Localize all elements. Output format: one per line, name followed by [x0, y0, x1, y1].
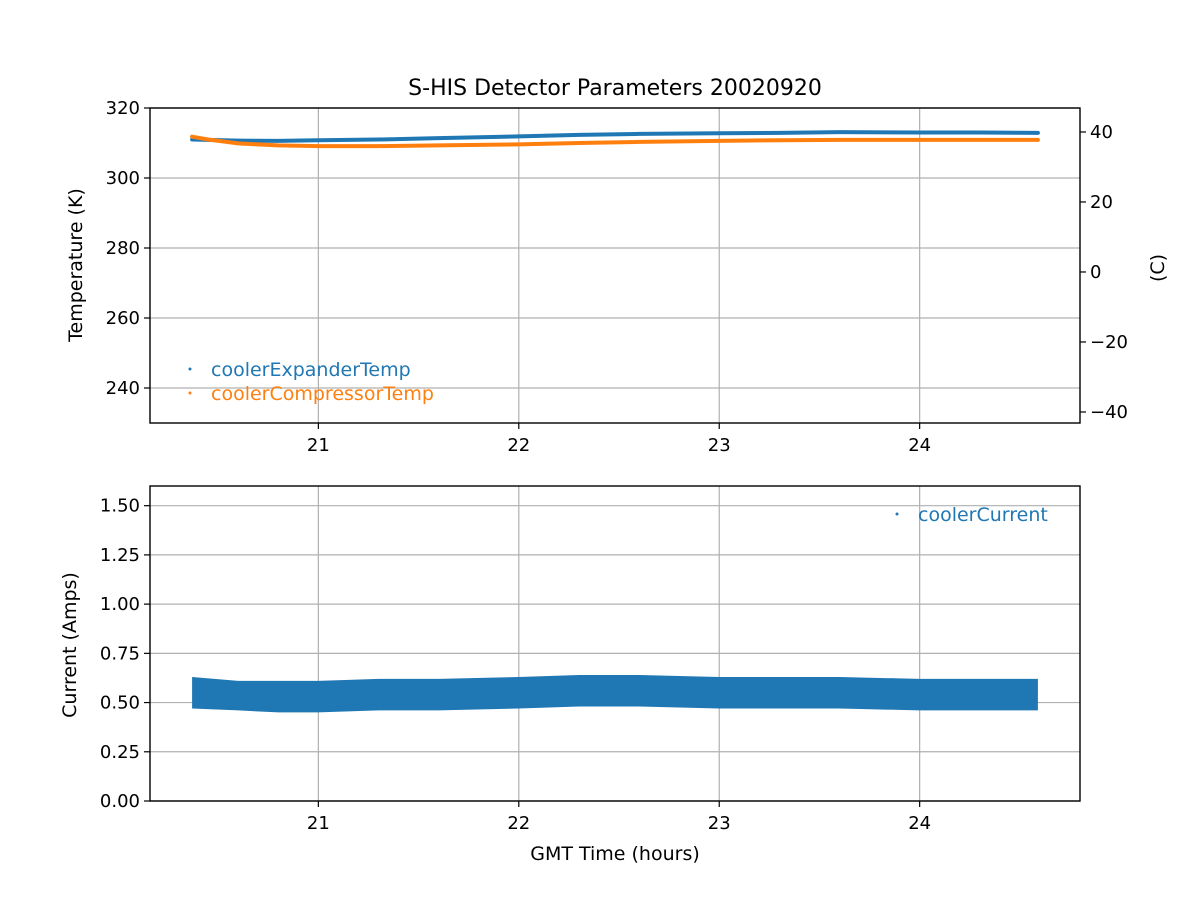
- x-tick-label: 23: [708, 813, 731, 834]
- temperature-plot-frame: [149, 107, 1081, 424]
- current-grid: [150, 486, 1080, 802]
- y-tick-label: 0.00: [100, 791, 140, 812]
- y-tick-label: 1.50: [100, 496, 140, 517]
- y2-tick-label: −40: [1090, 402, 1128, 423]
- series-line-cooler-compressor-temp: [190, 134, 1040, 149]
- temperature-legend: coolerExpanderTemp coolerCompressorTemp: [188, 359, 434, 405]
- series-band-cooler-current: [192, 675, 1038, 713]
- temperature-y-axis-title: Temperature (K): [65, 188, 87, 343]
- x-tick-label: 21: [307, 435, 330, 456]
- y-tick-label: 1.25: [100, 545, 140, 566]
- current-ticks: 21 22 23 24 0.00 0.25 0.50 0.75 1.00 1.25 1.50: [100, 496, 931, 834]
- y-tick-label: 260: [106, 308, 140, 329]
- x-tick-label: 24: [908, 435, 931, 456]
- legend-marker-cooler-compressor-temp: [188, 391, 192, 395]
- legend-marker-cooler-current: [895, 512, 899, 516]
- legend-label-cooler-current: coolerCurrent: [918, 504, 1048, 526]
- celsius-y-axis-title: (C): [1147, 254, 1169, 282]
- y-tick-label: 1.00: [100, 594, 140, 615]
- x-axis-title: GMT Time (hours): [530, 843, 700, 865]
- y-tick-label: 240: [106, 378, 140, 399]
- y2-tick-label: 0: [1090, 262, 1101, 283]
- y-tick-label: 280: [106, 238, 140, 259]
- current-y-axis-title: Current (Amps): [59, 572, 81, 718]
- temperature-ticks: 21 22 23 24 240 260 280 300 320 −40 −20 0 20 40: [106, 98, 1128, 456]
- x-tick-label: 21: [307, 813, 330, 834]
- temperature-panel: 21 22 23 24 240 260 280 300 320 −40 −20 0 20 40 Tempe…: [65, 98, 1169, 456]
- current-data: [192, 675, 1038, 713]
- current-panel: 21 22 23 24 0.00 0.25 0.50 0.75 1.00 1.25 1.50 Cur…: [59, 485, 1081, 865]
- legend-marker-cooler-expander-temp: [188, 367, 192, 371]
- y2-tick-label: −20: [1090, 332, 1128, 353]
- chart-title: S-HIS Detector Parameters 20020920: [408, 76, 822, 101]
- series-line-cooler-expander-temp: [190, 130, 1040, 143]
- x-tick-label: 23: [708, 435, 731, 456]
- legend-label-cooler-expander-temp: coolerExpanderTemp: [211, 359, 411, 381]
- current-plot-frame: [149, 485, 1081, 802]
- y2-tick-label: 40: [1090, 122, 1113, 143]
- y-tick-label: 300: [106, 168, 140, 189]
- temperature-data: [190, 130, 1040, 149]
- current-legend: coolerCurrent: [895, 504, 1048, 526]
- y-tick-label: 0.75: [100, 643, 140, 664]
- y-tick-label: 0.50: [100, 693, 140, 714]
- y-tick-label: 320: [106, 98, 140, 119]
- y2-tick-label: 20: [1090, 192, 1113, 213]
- y-tick-label: 0.25: [100, 742, 140, 763]
- legend-label-cooler-compressor-temp: coolerCompressorTemp: [211, 383, 434, 405]
- x-tick-label: 22: [507, 435, 530, 456]
- x-tick-label: 22: [507, 813, 530, 834]
- x-tick-label: 24: [908, 813, 931, 834]
